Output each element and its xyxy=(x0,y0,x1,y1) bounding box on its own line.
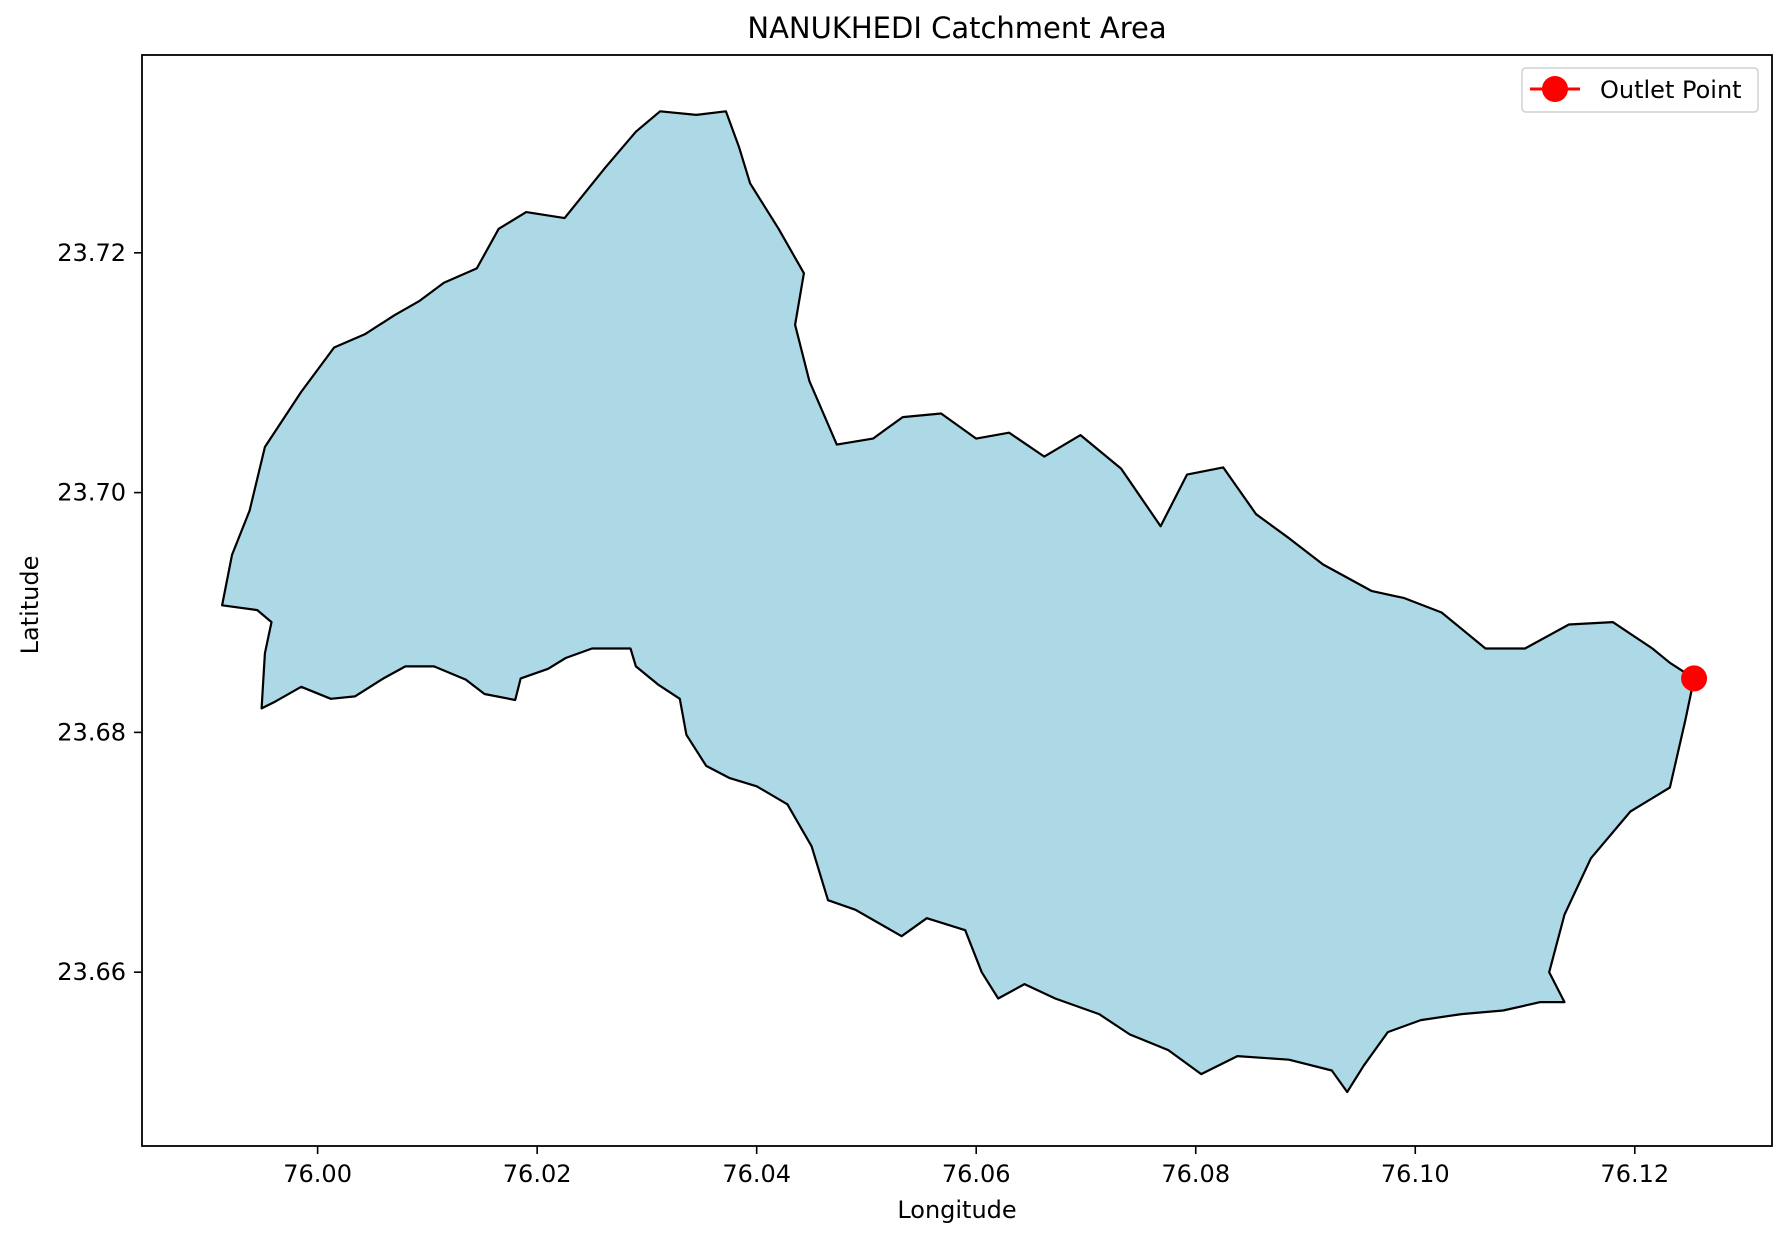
x-tick-label: 76.04 xyxy=(722,1160,791,1188)
x-tick-label: 76.00 xyxy=(283,1160,352,1188)
y-tick-label: 23.66 xyxy=(57,958,126,986)
plot-frame xyxy=(141,54,1773,1147)
x-tick-label: 76.12 xyxy=(1600,1160,1669,1188)
legend: Outlet Point xyxy=(1521,67,1759,113)
x-tick-label: 76.06 xyxy=(942,1160,1011,1188)
x-tick-label: 76.02 xyxy=(503,1160,572,1188)
legend-frame xyxy=(1521,67,1759,113)
outlet-point-marker xyxy=(1681,665,1708,692)
y-tick-label: 23.70 xyxy=(57,479,126,507)
legend-outlet-label: Outlet Point xyxy=(1600,76,1742,104)
legend-outlet-marker xyxy=(1542,76,1568,102)
catchment-polygon xyxy=(221,110,1696,1094)
x-axis-label: Longitude xyxy=(897,1196,1016,1224)
map-title: NANUKHEDI Catchment Area xyxy=(747,11,1166,45)
y-tick-label: 23.72 xyxy=(57,239,126,267)
x-tick-label: 76.10 xyxy=(1381,1160,1450,1188)
frame-layer: 76.00 76.02 76.04 76.06 76.08 76.10 76.12 23.66… xyxy=(57,54,1773,1188)
y-tick-label: 23.68 xyxy=(57,718,126,746)
x-tick-label: 76.08 xyxy=(1161,1160,1230,1188)
plot-layer xyxy=(221,110,1708,1094)
y-axis-label: Latitude xyxy=(16,556,44,655)
